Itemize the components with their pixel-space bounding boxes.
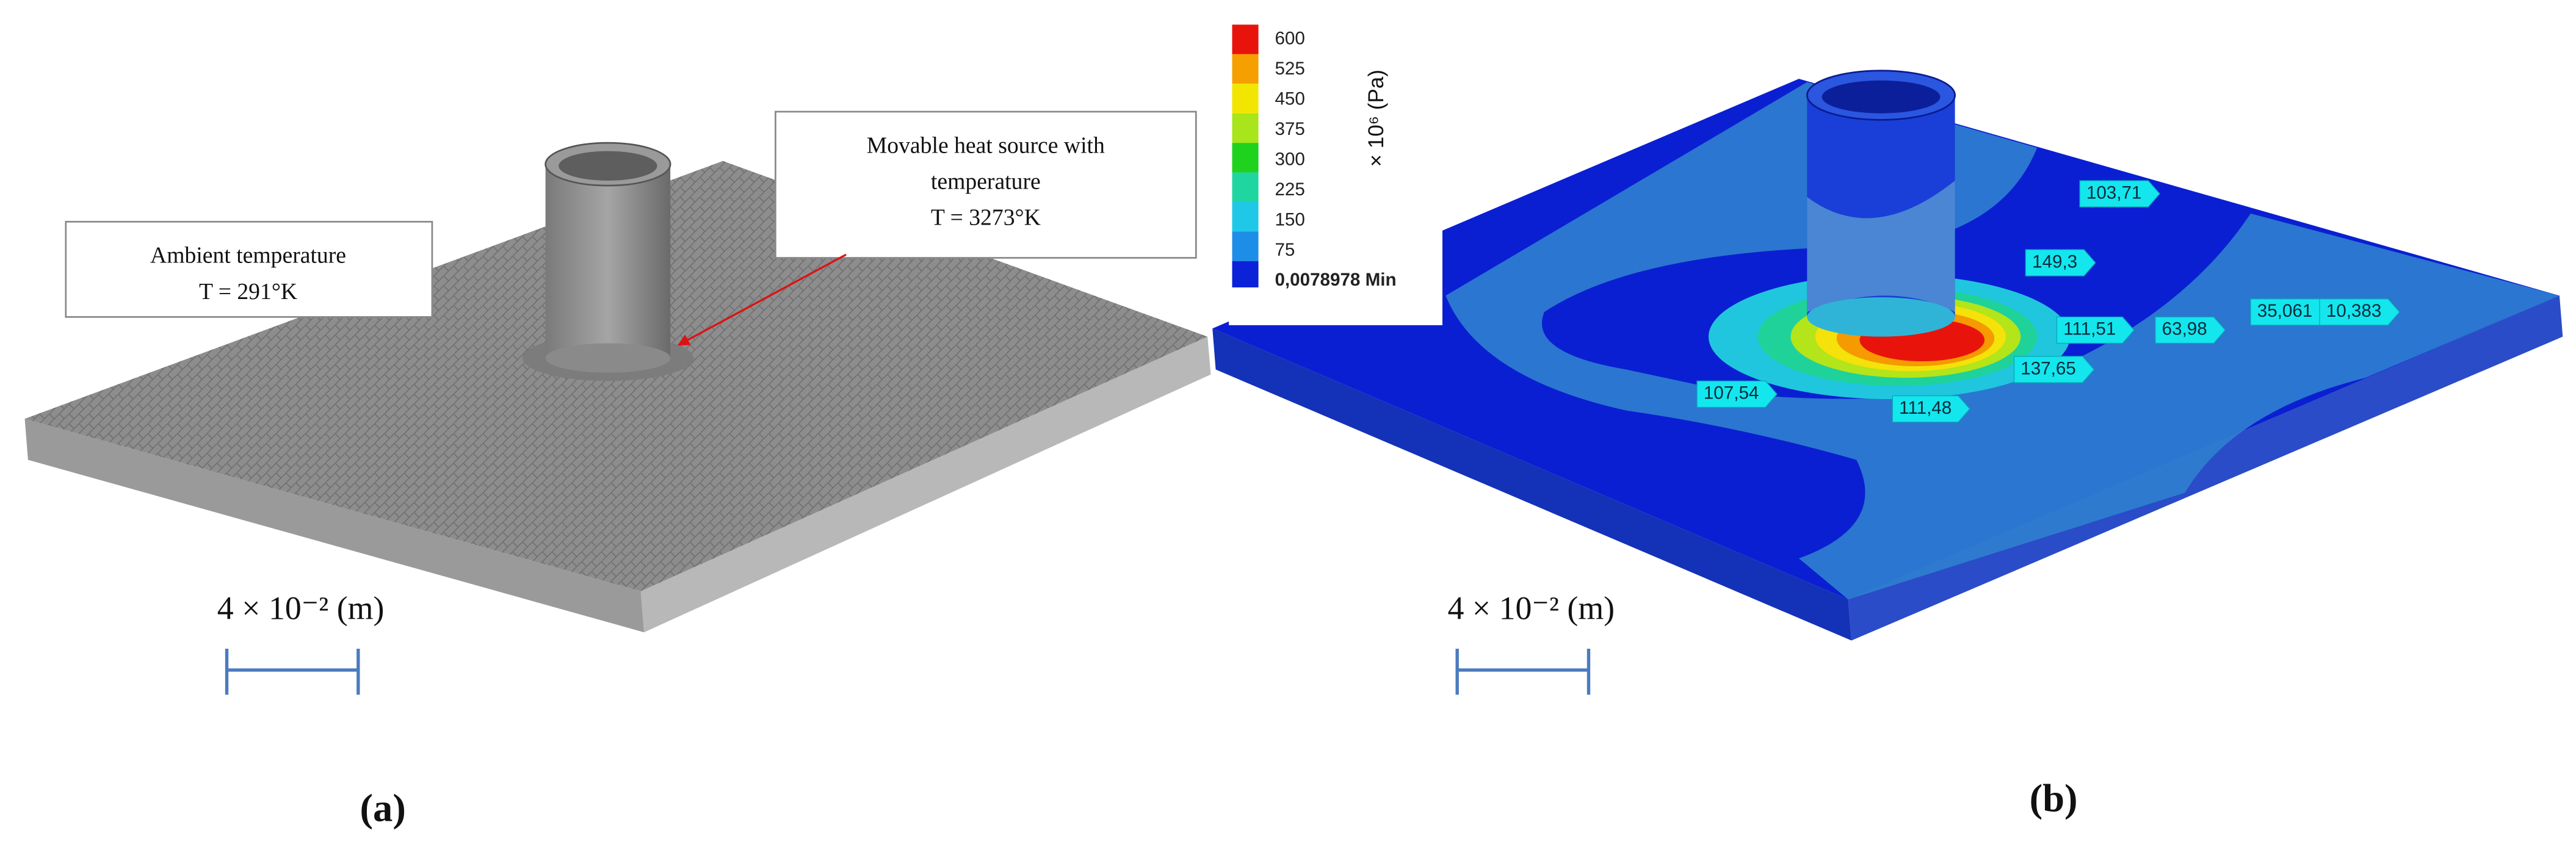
scale-bar bbox=[225, 648, 360, 695]
probe-tag: 10,383 bbox=[2319, 298, 2400, 326]
probe-tag: 111,48 bbox=[1892, 395, 1970, 423]
probe-label: 111,51 bbox=[2063, 319, 2116, 339]
probe-label: 63,98 bbox=[2162, 319, 2207, 339]
legend-labels: 600 525 450 375 300 225 150 75 bbox=[1275, 28, 1304, 260]
probe-label: 103,71 bbox=[2086, 182, 2142, 203]
legend-label: 300 bbox=[1275, 149, 1304, 169]
legend-label: 600 bbox=[1275, 28, 1304, 48]
probe-tag: 63,98 bbox=[2155, 316, 2226, 344]
callout-box bbox=[775, 110, 1197, 259]
probe-tag: 103,71 bbox=[2079, 180, 2160, 207]
legend-colorbar bbox=[1232, 24, 1259, 287]
legend-min: 0,0078978 Min bbox=[1275, 270, 1396, 290]
cylinder-base bbox=[545, 343, 671, 373]
caption: (a) bbox=[360, 786, 406, 831]
scale-label: 4 × 10⁻² (m) bbox=[217, 590, 385, 627]
probes: 103,71 149,3 111,51 63,98 35,061 10,383 137,65… bbox=[1696, 180, 2400, 423]
probe-shape bbox=[2319, 298, 2400, 326]
probe-shape bbox=[2013, 356, 2095, 383]
legend-label: 450 bbox=[1275, 88, 1304, 109]
legend-unit: × 10⁶ (Pa) bbox=[1364, 70, 1388, 167]
legend-label: 375 bbox=[1275, 119, 1304, 139]
probe-label: 111,48 bbox=[1899, 398, 1952, 418]
probe-shape bbox=[2079, 180, 2160, 207]
cylinder-base bbox=[1807, 297, 1955, 337]
cylinder-bore bbox=[1822, 80, 1941, 114]
probe-shape bbox=[1892, 395, 1970, 423]
callout-text: Movable heat source with bbox=[867, 132, 1105, 158]
cylinder-bore bbox=[559, 151, 657, 181]
scale-label: 4 × 10⁻² (m) bbox=[1447, 590, 1615, 627]
panel-a: Ambient temperature T = 291°K Movable he… bbox=[24, 110, 1211, 831]
stress-contour bbox=[1445, 82, 2560, 600]
callout-box bbox=[65, 220, 433, 318]
probe-label: 10,383 bbox=[2326, 301, 2382, 321]
probe-shape bbox=[2025, 249, 2096, 276]
legend-label: 225 bbox=[1275, 179, 1304, 200]
probe-shape bbox=[1696, 380, 1778, 408]
probe-label: 35,061 bbox=[2257, 301, 2313, 321]
probe-tag: 35,061 bbox=[2250, 298, 2331, 326]
cylinder bbox=[545, 164, 671, 358]
probe-tag: 111,51 bbox=[2056, 316, 2135, 344]
plate-side bbox=[24, 419, 645, 633]
probe-label: 137,65 bbox=[2021, 358, 2076, 378]
legend-label: 150 bbox=[1275, 209, 1304, 229]
plate-side bbox=[1212, 328, 1852, 641]
plate-side bbox=[640, 336, 1211, 633]
probe-label: 107,54 bbox=[1704, 383, 1759, 403]
scale-bar bbox=[1455, 648, 1591, 695]
probe-tag: 107,54 bbox=[1696, 380, 1778, 408]
probe-tag: 149,3 bbox=[2025, 249, 2096, 276]
probe-shape bbox=[2056, 316, 2135, 344]
legend-label: 75 bbox=[1275, 240, 1295, 260]
arrow bbox=[677, 253, 847, 346]
plate-side bbox=[1848, 295, 2563, 641]
callout-text: temperature bbox=[931, 168, 1041, 194]
callout-text: T = 291°K bbox=[199, 279, 297, 305]
callout-text: Ambient temperature bbox=[150, 243, 346, 269]
legend-label: 525 bbox=[1275, 59, 1304, 79]
probe-label: 149,3 bbox=[2032, 251, 2077, 272]
legend-background bbox=[1229, 20, 1442, 325]
callout-text: T = 3273°K bbox=[931, 205, 1041, 231]
probe-shape bbox=[2155, 316, 2226, 344]
probe-tag: 137,65 bbox=[2013, 356, 2095, 383]
caption: (b) bbox=[2030, 776, 2078, 820]
panel-b: 600 525 450 375 300 225 150 75 0,0078978 Min × … bbox=[1212, 20, 2563, 820]
cylinder-contour bbox=[1807, 181, 1955, 312]
